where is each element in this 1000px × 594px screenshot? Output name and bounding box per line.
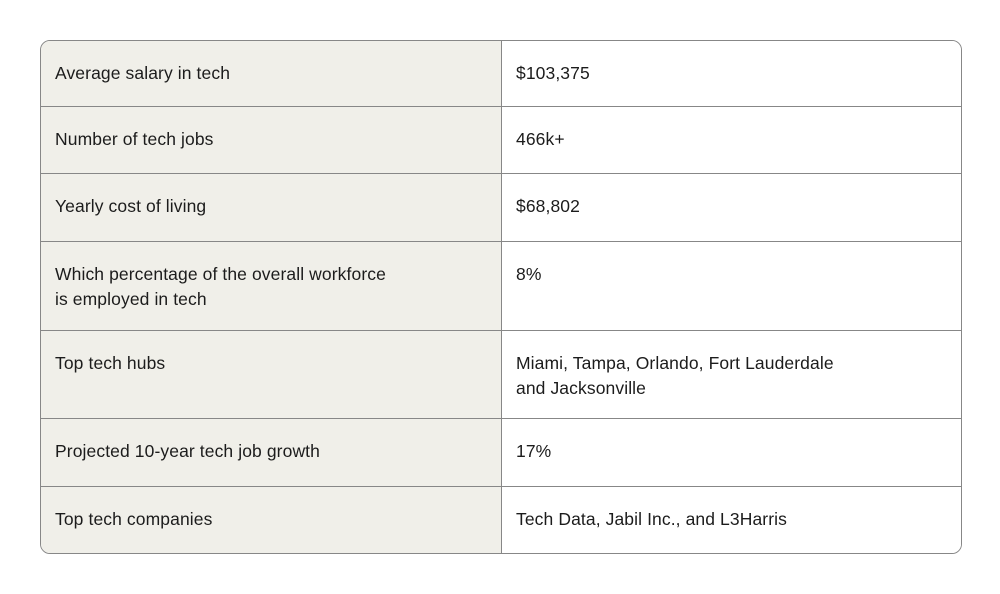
stat-value: 17% (501, 419, 961, 486)
table-row: Average salary in tech $103,375 (41, 41, 961, 107)
table-row: Top tech hubs Miami, Tampa, Orlando, For… (41, 331, 961, 419)
stat-label: Top tech hubs (41, 331, 501, 418)
stat-value: 8% (501, 242, 961, 330)
stat-value: $68,802 (501, 174, 961, 241)
table-row: Which percentage of the overall workforc… (41, 242, 961, 331)
table-row: Top tech companies Tech Data, Jabil Inc.… (41, 487, 961, 553)
stat-value: 466k+ (501, 107, 961, 173)
stat-value: $103,375 (501, 41, 961, 106)
stat-value: Miami, Tampa, Orlando, Fort Lauderdale a… (501, 331, 961, 418)
stat-label: Top tech companies (41, 487, 501, 553)
stat-label: Yearly cost of living (41, 174, 501, 241)
stat-label: Projected 10-year tech job growth (41, 419, 501, 486)
stat-value: Tech Data, Jabil Inc., and L3Harris (501, 487, 961, 553)
stat-label: Which percentage of the overall workforc… (41, 242, 501, 330)
stat-label: Number of tech jobs (41, 107, 501, 173)
table-row: Number of tech jobs 466k+ (41, 107, 961, 174)
tech-stats-table: Average salary in tech $103,375 Number o… (40, 40, 962, 554)
table-row: Yearly cost of living $68,802 (41, 174, 961, 242)
table-row: Projected 10-year tech job growth 17% (41, 419, 961, 487)
stat-label: Average salary in tech (41, 41, 501, 106)
